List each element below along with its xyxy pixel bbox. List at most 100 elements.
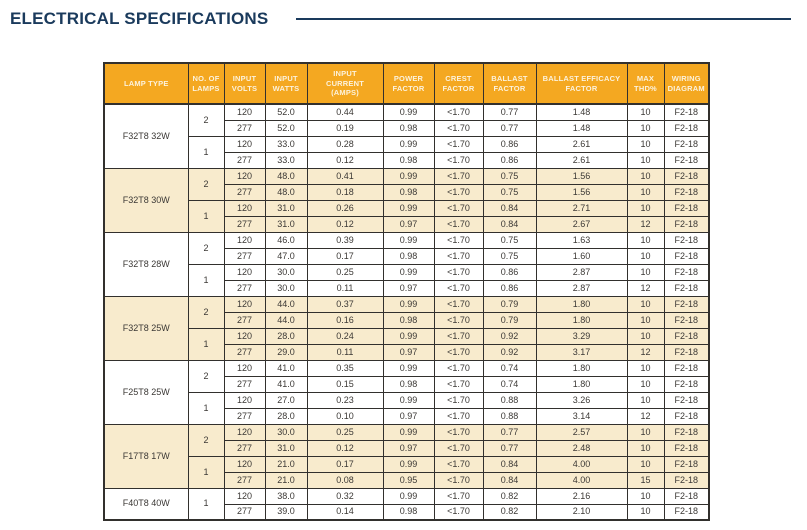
- data-cell-ballast-efficacy-factor: 1.80: [535, 375, 628, 393]
- data-cell-ballast-factor: 0.92: [482, 327, 537, 345]
- table-row: F32T8 28W 2 120 46.0 0.39 0.99 <1.70 0.75 1.63 10…: [103, 231, 710, 297]
- data-cell-crest-factor: <1.70: [433, 311, 484, 329]
- data-cell-wiring-diagram: F2-18: [663, 375, 710, 393]
- page-title: ELECTRICAL SPECIFICATIONS: [10, 9, 269, 28]
- data-cell-crest-factor: <1.70: [433, 455, 484, 473]
- column-header-3: INPUT WATTS: [264, 62, 308, 105]
- data-cell-max-thd: 10: [626, 295, 665, 313]
- column-header-7: BALLAST FACTOR: [482, 62, 537, 105]
- table-row: 277 39.0 0.14 0.98 <1.70 0.82 2.10 10 F2-18: [104, 503, 710, 521]
- table-row: 1 120 21.0 0.17 0.99 <1.70 0.84 4.00 10 F2-18: [104, 455, 710, 489]
- column-header-4: INPUT CURRENT (AMPS): [306, 62, 384, 105]
- data-cell-crest-factor: <1.70: [433, 503, 484, 521]
- data-cell-ballast-factor: 0.84: [482, 199, 537, 217]
- data-cell-input-volts: 120: [223, 487, 266, 505]
- data-cell-wiring-diagram: F2-18: [663, 103, 710, 121]
- data-cell-input-current: 0.12: [306, 439, 384, 457]
- data-cell-input-watts: 31.0: [264, 199, 308, 217]
- data-cell-ballast-efficacy-factor: 2.67: [535, 215, 628, 233]
- data-cell-ballast-factor: 0.82: [482, 487, 537, 505]
- data-cell-wiring-diagram: F2-18: [663, 439, 710, 457]
- table-row: 1 120 30.0 0.25 0.99 <1.70 0.86 2.87 10 F2-18: [104, 263, 710, 297]
- data-cell-input-watts: 46.0: [264, 231, 308, 249]
- data-cell-input-current: 0.35: [306, 359, 384, 377]
- data-cell-power-factor: 0.99: [382, 199, 435, 217]
- data-cell-input-watts: 30.0: [264, 423, 308, 441]
- data-cell-ballast-factor: 0.75: [482, 247, 537, 265]
- data-cell-wiring-diagram: F2-18: [663, 487, 710, 505]
- data-cell-input-volts: 277: [223, 503, 266, 521]
- data-cell-max-thd: 10: [626, 199, 665, 217]
- data-cell-ballast-factor: 0.79: [482, 295, 537, 313]
- data-cell-ballast-efficacy-factor: 3.29: [535, 327, 628, 345]
- data-cell-max-thd: 10: [626, 311, 665, 329]
- table-row: 1 120 31.0 0.26 0.99 <1.70 0.84 2.71 10 F2-18: [104, 199, 710, 233]
- data-cell-input-current: 0.18: [306, 183, 384, 201]
- data-cell-max-thd: 10: [626, 135, 665, 153]
- data-cell-max-thd: 12: [626, 407, 665, 425]
- data-cell-ballast-efficacy-factor: 2.87: [535, 279, 628, 297]
- data-cell-ballast-factor: 0.77: [482, 119, 537, 137]
- data-cell-crest-factor: <1.70: [433, 279, 484, 297]
- data-cell-ballast-factor: 0.77: [482, 423, 537, 441]
- data-cell-input-watts: 44.0: [264, 295, 308, 313]
- data-cell-input-current: 0.08: [306, 471, 384, 489]
- lamp-type-cell: F25T8 25W: [103, 359, 189, 425]
- data-cell-input-current: 0.28: [306, 135, 384, 153]
- data-cell-input-volts: 277: [223, 471, 266, 489]
- data-cell-wiring-diagram: F2-18: [663, 503, 710, 521]
- data-cell-input-current: 0.39: [306, 231, 384, 249]
- data-cell-input-volts: 120: [223, 327, 266, 345]
- data-cell-wiring-diagram: F2-18: [663, 199, 710, 217]
- table-row: F32T8 30W 2 120 48.0 0.41 0.99 <1.70 0.75 1.56 10…: [103, 167, 710, 233]
- data-cell-crest-factor: <1.70: [433, 359, 484, 377]
- data-cell-crest-factor: <1.70: [433, 247, 484, 265]
- lamps-count-cell: 1: [187, 135, 225, 169]
- data-cell-input-current: 0.44: [306, 103, 384, 121]
- data-cell-power-factor: 0.98: [382, 151, 435, 169]
- data-cell-input-watts: 41.0: [264, 375, 308, 393]
- data-cell-ballast-efficacy-factor: 1.80: [535, 311, 628, 329]
- data-cell-input-volts: 120: [223, 103, 266, 121]
- data-cell-ballast-efficacy-factor: 1.48: [535, 119, 628, 137]
- data-cell-input-current: 0.15: [306, 375, 384, 393]
- data-cell-wiring-diagram: F2-18: [663, 167, 710, 185]
- data-cell-input-current: 0.17: [306, 247, 384, 265]
- data-cell-ballast-efficacy-factor: 1.80: [535, 295, 628, 313]
- data-cell-input-watts: 47.0: [264, 247, 308, 265]
- data-cell-input-current: 0.24: [306, 327, 384, 345]
- data-cell-power-factor: 0.99: [382, 423, 435, 441]
- data-cell-ballast-efficacy-factor: 3.14: [535, 407, 628, 425]
- data-cell-ballast-efficacy-factor: 1.56: [535, 167, 628, 185]
- title-rule: [296, 18, 791, 20]
- table-row: 277 31.0 0.12 0.97 <1.70 0.84 2.67 12 F2-18: [104, 215, 710, 233]
- data-cell-input-current: 0.41: [306, 167, 384, 185]
- data-cell-input-current: 0.14: [306, 503, 384, 521]
- data-cell-crest-factor: <1.70: [433, 295, 484, 313]
- lamp-type-cell: F40T8 40W: [103, 487, 189, 521]
- data-cell-power-factor: 0.98: [382, 503, 435, 521]
- data-cell-ballast-efficacy-factor: 2.61: [535, 151, 628, 169]
- data-cell-input-volts: 277: [223, 215, 266, 233]
- column-header-8: BALLAST EFFICACY FACTOR: [535, 62, 628, 105]
- lamp-type-cell: F32T8 32W: [103, 103, 189, 169]
- data-cell-power-factor: 0.99: [382, 263, 435, 281]
- data-cell-wiring-diagram: F2-18: [663, 295, 710, 313]
- data-cell-input-current: 0.16: [306, 311, 384, 329]
- data-cell-ballast-factor: 0.75: [482, 183, 537, 201]
- data-cell-wiring-diagram: F2-18: [663, 135, 710, 153]
- data-cell-power-factor: 0.98: [382, 183, 435, 201]
- data-cell-ballast-factor: 0.74: [482, 359, 537, 377]
- data-cell-input-watts: 21.0: [264, 471, 308, 489]
- data-cell-wiring-diagram: F2-18: [663, 423, 710, 441]
- table-header-row: LAMP TYPE NO. OF LAMPS INPUT VOLTS INPUT WA…: [103, 62, 710, 105]
- table-row: 277 21.0 0.08 0.95 <1.70 0.84 4.00 15 F2-18: [104, 471, 710, 489]
- table-row: 277 30.0 0.11 0.97 <1.70 0.86 2.87 12 F2-18: [104, 279, 710, 297]
- data-cell-input-current: 0.17: [306, 455, 384, 473]
- table-row: F32T8 32W 2 120 52.0 0.44 0.99 <1.70 0.77 1.48 10…: [103, 103, 710, 169]
- data-cell-max-thd: 10: [626, 263, 665, 281]
- table-row: 277 31.0 0.12 0.97 <1.70 0.77 2.48 10 F2-18: [104, 439, 710, 457]
- data-cell-input-volts: 277: [223, 439, 266, 457]
- data-cell-input-volts: 120: [223, 455, 266, 473]
- data-cell-wiring-diagram: F2-18: [663, 151, 710, 169]
